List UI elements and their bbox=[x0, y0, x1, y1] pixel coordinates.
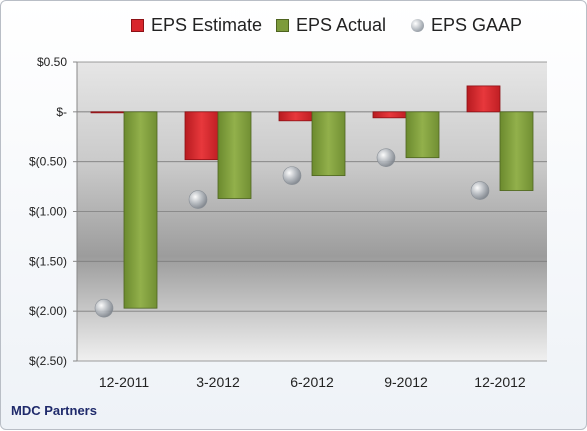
legend-label-actual: EPS Actual bbox=[296, 15, 387, 35]
legend-item-estimate: EPS Estimate bbox=[131, 15, 262, 36]
y-tick-label: $(1.00) bbox=[29, 205, 67, 219]
bar-eps-estimate bbox=[90, 111, 125, 114]
y-tick-label: $0.50 bbox=[37, 55, 67, 69]
legend-swatch-actual bbox=[276, 19, 289, 32]
marker-eps-gaap bbox=[94, 298, 114, 318]
legend-item-actual: EPS Actual bbox=[276, 15, 386, 36]
x-tick-label: 6-2012 bbox=[290, 374, 334, 390]
y-tick-label: $(2.00) bbox=[29, 304, 67, 318]
legend-swatch-gaap bbox=[411, 19, 424, 32]
marker-eps-gaap bbox=[470, 181, 490, 200]
x-tick-label: 9-2012 bbox=[384, 374, 428, 390]
y-tick-label: $(2.50) bbox=[29, 354, 67, 368]
bar-eps-estimate bbox=[278, 111, 313, 122]
company-name: MDC Partners bbox=[11, 403, 97, 418]
bar-eps-estimate bbox=[372, 111, 407, 119]
bar-eps-actual bbox=[311, 111, 346, 177]
bar-eps-estimate bbox=[184, 111, 219, 161]
legend-swatch-estimate bbox=[131, 19, 144, 32]
marker-eps-gaap bbox=[376, 148, 396, 167]
bar-eps-actual bbox=[499, 111, 534, 191]
x-tick-label: 3-2012 bbox=[196, 374, 240, 390]
y-tick-label: $(1.50) bbox=[29, 254, 67, 268]
bar-eps-actual bbox=[217, 111, 252, 199]
legend-label-gaap: EPS GAAP bbox=[431, 15, 523, 35]
bar-eps-actual bbox=[123, 111, 158, 309]
y-tick-label: $(0.50) bbox=[29, 155, 67, 169]
marker-eps-gaap bbox=[282, 166, 302, 185]
x-tick-label: 12-2012 bbox=[474, 374, 526, 390]
marker-eps-gaap bbox=[188, 190, 208, 209]
bar-eps-estimate bbox=[466, 85, 501, 113]
y-tick-label: $- bbox=[56, 105, 67, 119]
bar-eps-actual bbox=[405, 111, 440, 159]
x-tick-label: 12-2011 bbox=[99, 374, 150, 390]
legend-item-gaap: EPS GAAP bbox=[411, 15, 522, 36]
legend-label-estimate: EPS Estimate bbox=[151, 15, 263, 35]
legend: EPS Estimate EPS Actual EPS GAAP bbox=[1, 15, 587, 45]
